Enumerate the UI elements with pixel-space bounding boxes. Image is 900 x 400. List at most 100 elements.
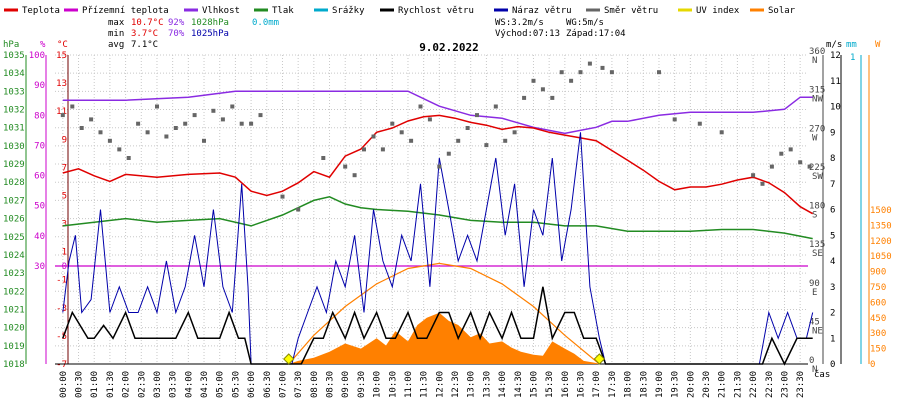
legend-label: Vlhkost: [202, 6, 240, 16]
hpa-tick-label: 1033: [3, 87, 25, 97]
x-tick-label: 16:30: [577, 371, 587, 398]
series-smer-point: [587, 61, 592, 66]
x-tick-label: 05:30: [231, 371, 241, 398]
dir-tick-label: N: [812, 56, 817, 66]
series-smer-point: [60, 113, 65, 118]
pct-axis-unit: %: [40, 40, 46, 50]
temp-tick-label: 5: [62, 191, 67, 201]
x-tick-label: 14:00: [498, 371, 508, 398]
x-tick-label: 17:00: [592, 371, 602, 398]
temp-tick-label: -7: [56, 360, 67, 370]
series-smer-point: [230, 104, 235, 109]
temp-tick-label: -3: [56, 304, 67, 314]
x-tick-label: 07:30: [294, 371, 304, 398]
x-tick-label: 16:00: [561, 371, 571, 398]
stats-block: max 10.7°C 92% 1028hPa 0.0mm min 3.7°C 7…: [108, 18, 626, 50]
ms-tick-label: 5: [830, 231, 835, 241]
series-smer-point: [522, 95, 527, 100]
x-tick-label: 04:30: [200, 371, 210, 398]
series-smer-point: [117, 147, 122, 152]
series-smer-point: [807, 164, 812, 169]
x-tick-label: 03:30: [169, 371, 179, 398]
x-tick-label: 20:00: [686, 371, 696, 398]
stats-max-label: max: [108, 18, 125, 28]
series-smer-point: [697, 121, 702, 126]
dir-tick-label: NW: [812, 95, 823, 105]
ms-tick-label: 0: [830, 360, 835, 370]
mm-tick-label: 1: [850, 53, 855, 63]
hpa-tick-label: 1028: [3, 178, 25, 188]
series-smer-point: [89, 117, 94, 122]
w-tick-label: 450: [870, 314, 886, 324]
series-smer-point: [465, 126, 470, 130]
series-smer-point: [280, 194, 285, 199]
series-smer-point: [779, 151, 784, 156]
hpa-tick-label: 1020: [3, 324, 25, 334]
stats-max-temp: 10.7°C: [131, 18, 164, 28]
mm-axis-unit: mm: [846, 40, 857, 50]
stats-min-temp: 3.7°C: [131, 29, 158, 39]
x-tick-label: 02:30: [137, 371, 147, 398]
ms-tick-label: 7: [830, 180, 835, 190]
x-tick-label: 00:30: [75, 371, 85, 398]
series-smer-point: [343, 164, 348, 169]
series-smer-point: [427, 117, 432, 122]
series-smer-point: [751, 173, 756, 178]
hpa-tick-label: 1022: [3, 287, 25, 297]
series-naraz-vetru: [62, 132, 814, 365]
series-smer-point: [390, 121, 395, 126]
ms-tick-label: 1: [830, 334, 835, 344]
dir-tick-deg: 90: [809, 279, 820, 289]
uv-marker: [283, 353, 295, 365]
series-smer-point: [107, 138, 112, 143]
temp-tick-label: 15: [56, 51, 67, 61]
w-tick-label: 300: [870, 329, 886, 339]
legend-label: Směr větru: [604, 6, 658, 16]
ms-tick-label: 3: [830, 283, 835, 293]
series-teplota: [62, 114, 814, 215]
series-smer-point: [798, 160, 803, 165]
ms-tick-label: 10: [830, 103, 841, 113]
hpa-tick-label: 1026: [3, 215, 25, 225]
series-smer-point: [155, 104, 159, 109]
x-tick-label: 11:30: [420, 371, 430, 398]
stats-max-rain: 0.0mm: [252, 18, 279, 28]
x-tick-label: 04:00: [184, 371, 194, 398]
series-smer-point: [183, 121, 188, 126]
hpa-tick-label: 1034: [3, 69, 25, 79]
series-solar-area: [288, 312, 600, 364]
series-smer-point: [192, 113, 197, 118]
hpa-tick-label: 1021: [3, 305, 25, 315]
ms-tick-label: 6: [830, 206, 835, 216]
legend-label: Přízemní teplota: [82, 6, 169, 16]
dir-tick-deg: 270: [809, 124, 825, 134]
x-tick-label: 20:30: [702, 371, 712, 398]
w-tick-label: 1200: [870, 237, 892, 247]
series-smer-point: [609, 70, 614, 75]
legend-label: Náraz větru: [512, 6, 572, 16]
series-smer-point: [211, 108, 216, 113]
series-smer-point: [145, 130, 150, 135]
x-tick-label: 19:00: [655, 371, 665, 398]
temp-tick-label: -5: [56, 332, 67, 342]
series-smer-point: [550, 95, 555, 100]
dir-tick-deg: 135: [809, 240, 825, 250]
hpa-tick-label: 1035: [3, 51, 25, 61]
dir-tick-deg: 225: [809, 163, 825, 173]
series-smer-point: [456, 138, 461, 143]
uv-marker: [593, 353, 606, 365]
pct-tick-label: 100: [29, 51, 45, 61]
stats-sunrise: Východ:07:13: [495, 29, 560, 39]
legend-label: Teplota: [22, 6, 60, 16]
w-tick-label: 600: [870, 298, 886, 308]
series-smer-point: [164, 134, 169, 139]
series-smer-point: [484, 143, 489, 148]
temp-tick-label: 13: [56, 79, 67, 89]
dir-tick-deg: 45: [809, 317, 820, 327]
dir-tick-label: S: [812, 211, 817, 221]
pct-tick-label: 40: [34, 232, 45, 242]
x-tick-label: 09:30: [357, 371, 367, 398]
series-smer-point: [371, 134, 376, 139]
series-smer-point: [531, 78, 536, 83]
series-smer-point: [559, 70, 564, 75]
